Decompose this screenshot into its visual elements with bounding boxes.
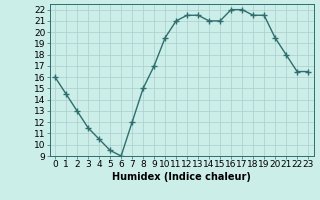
X-axis label: Humidex (Indice chaleur): Humidex (Indice chaleur) bbox=[112, 172, 251, 182]
